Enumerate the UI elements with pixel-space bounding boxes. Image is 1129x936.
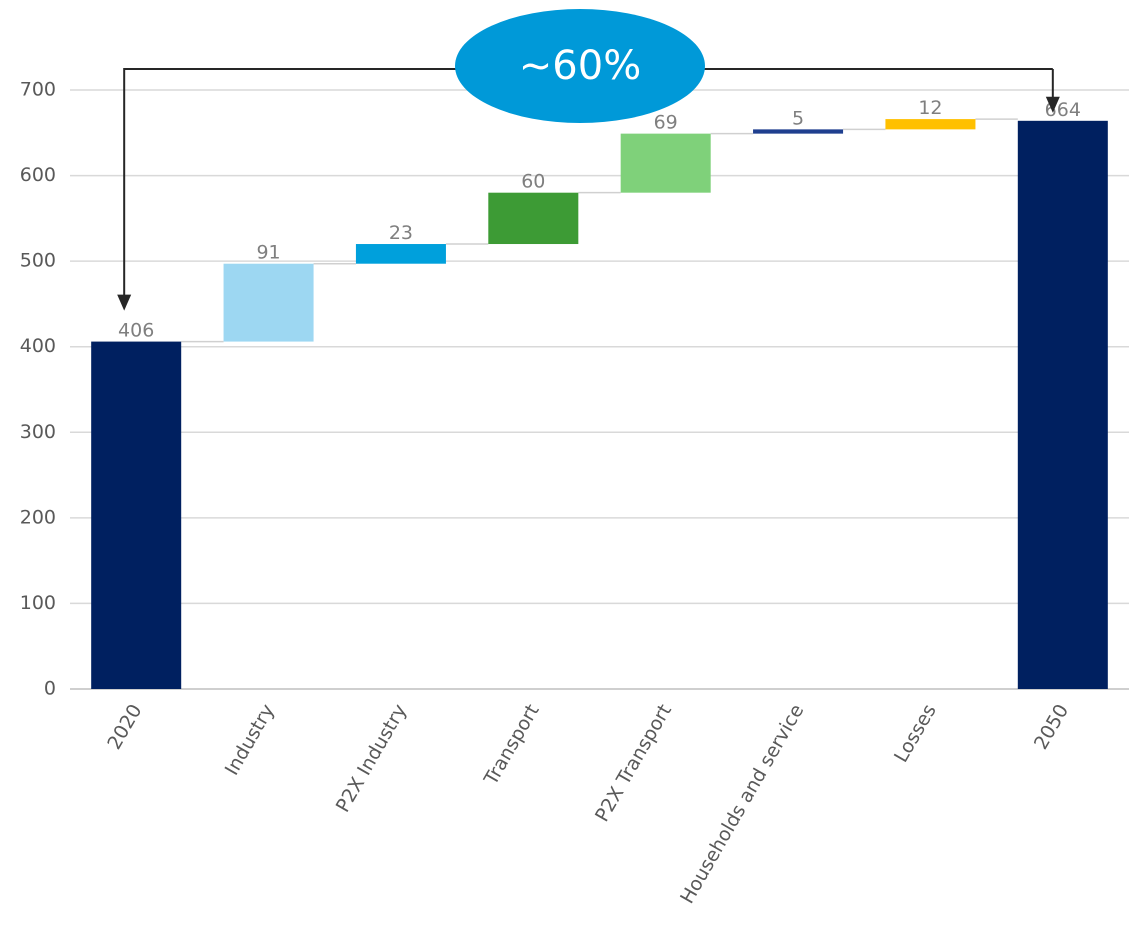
bars (91, 119, 1108, 689)
bracket-left-line (123, 68, 1053, 297)
y-tick-label: 0 (44, 678, 56, 700)
y-tick-label: 200 (20, 506, 56, 528)
y-tick-label: 300 (20, 421, 56, 443)
arrow-down-icon (117, 294, 132, 311)
bar-industry (223, 263, 314, 342)
data-label: 5 (792, 107, 804, 129)
x-tick-label: Households and service (676, 701, 808, 908)
connectors (181, 118, 1018, 343)
data-label: 23 (389, 222, 413, 244)
x-tick-label: P2X Transport (591, 701, 676, 826)
callout-ellipse (455, 9, 705, 123)
data-label: 69 (654, 112, 678, 134)
x-tick-label: P2X Industry (332, 701, 411, 817)
data-label: 60 (521, 171, 545, 193)
y-tick-label: 400 (20, 335, 56, 357)
bar-transport (488, 192, 579, 245)
y-tick-label: 500 (20, 250, 56, 272)
data-label: 406 (118, 320, 154, 342)
bar-2050 (1017, 120, 1108, 689)
growth-annotation: ~60% (117, 9, 1060, 311)
x-tick-label: Industry (221, 701, 279, 780)
y-tick-label: 600 (20, 164, 56, 186)
data-label: 12 (918, 97, 942, 119)
bar-households-and-service (753, 129, 844, 134)
y-tick-label: 100 (20, 592, 56, 614)
x-axis: 2020 Industry P2X Industry Transport P2X Tra… (103, 701, 1073, 908)
bar-2020 (91, 341, 182, 689)
x-tick-label: Transport (480, 701, 544, 790)
callout-label: ~60% (519, 43, 641, 89)
bar-p2x-industry (355, 244, 446, 264)
x-tick-label: Losses (890, 701, 941, 767)
x-tick-label: 2050 (1030, 701, 1073, 754)
x-tick-label: 2020 (103, 701, 146, 754)
data-label: 91 (256, 242, 280, 264)
arrow-down-icon (1045, 96, 1060, 113)
bar-p2x-transport (620, 133, 711, 193)
y-axis: 0 100 200 300 400 500 600 700 (20, 79, 56, 700)
y-tick-label: 700 (20, 79, 56, 101)
bar-losses (885, 119, 976, 130)
gridlines (70, 89, 1129, 690)
